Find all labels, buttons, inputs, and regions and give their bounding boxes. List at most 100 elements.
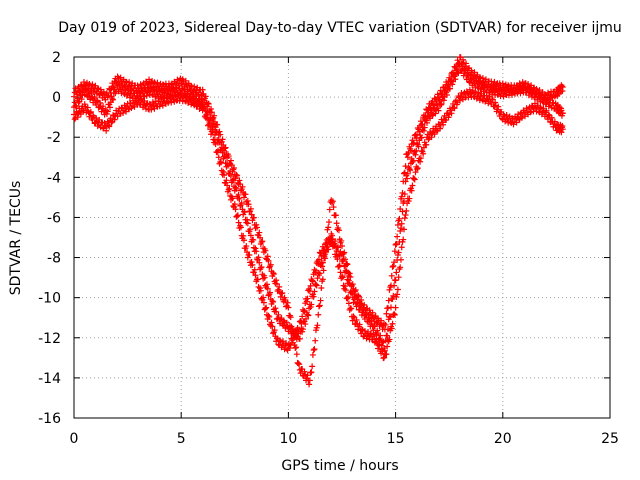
data-point xyxy=(314,322,321,329)
data-point xyxy=(232,184,239,191)
data-point xyxy=(235,191,242,198)
y-tick-label: -10 xyxy=(38,291,61,307)
data-point xyxy=(386,336,393,343)
data-point xyxy=(392,241,399,248)
data-point xyxy=(78,96,85,103)
data-point xyxy=(265,312,272,319)
data-point xyxy=(296,361,303,368)
data-point xyxy=(409,182,416,189)
y-tick-label: 0 xyxy=(52,90,61,106)
data-point xyxy=(423,141,430,148)
data-point xyxy=(241,209,248,216)
data-point xyxy=(205,100,212,107)
data-point xyxy=(212,141,219,148)
data-point xyxy=(240,232,247,239)
data-point xyxy=(100,103,107,110)
data-point xyxy=(244,216,251,223)
data-point xyxy=(544,116,551,123)
data-point xyxy=(391,259,398,266)
data-point xyxy=(428,134,435,141)
data-point xyxy=(349,281,356,288)
data-point xyxy=(391,311,398,318)
data-point xyxy=(240,194,247,201)
data-point xyxy=(309,351,316,358)
data-point xyxy=(270,298,277,305)
y-tick-label: -12 xyxy=(38,331,61,347)
data-point xyxy=(220,168,227,175)
data-point xyxy=(263,304,270,311)
data-point xyxy=(315,261,322,268)
data-point xyxy=(397,256,404,263)
x-tick-label: 5 xyxy=(177,431,186,447)
data-point xyxy=(400,178,407,185)
y-tick-label: -4 xyxy=(47,170,61,186)
data-point xyxy=(382,321,389,328)
data-point xyxy=(531,100,538,107)
data-point xyxy=(412,169,419,176)
data-point xyxy=(421,115,428,122)
data-point xyxy=(395,274,402,281)
data-point xyxy=(398,193,405,200)
y-axis-label: SDTVAR / TECUs xyxy=(8,181,24,296)
data-point xyxy=(251,266,258,273)
data-point xyxy=(414,166,421,173)
data-point xyxy=(77,111,84,118)
data-point xyxy=(303,298,310,305)
data-point xyxy=(471,69,478,76)
data-point xyxy=(283,319,290,326)
data-point xyxy=(195,98,202,105)
data-point xyxy=(448,110,455,117)
data-point xyxy=(262,305,269,312)
data-point xyxy=(383,310,390,317)
data-point xyxy=(540,105,547,112)
data-point xyxy=(267,261,274,268)
data-point xyxy=(309,363,316,370)
data-point xyxy=(435,107,442,114)
data-point xyxy=(237,224,244,231)
data-point xyxy=(265,257,272,264)
chart-title: Day 019 of 2023, Sidereal Day-to-day VTE… xyxy=(58,20,622,36)
data-point xyxy=(381,354,388,361)
data-point xyxy=(387,313,394,320)
data-point xyxy=(182,77,189,84)
data-point xyxy=(71,93,77,100)
data-point xyxy=(339,274,346,281)
data-point xyxy=(438,101,445,108)
data-point xyxy=(388,272,395,279)
data-point xyxy=(314,275,321,282)
data-point xyxy=(397,206,404,213)
data-point xyxy=(316,270,323,277)
data-point xyxy=(159,102,166,109)
data-point xyxy=(388,282,395,289)
data-point xyxy=(394,221,401,228)
y-tick-label: -8 xyxy=(47,251,61,267)
data-point xyxy=(225,153,232,160)
data-point xyxy=(515,115,522,122)
data-point xyxy=(341,249,348,256)
data-point xyxy=(117,74,124,81)
data-point xyxy=(410,157,417,164)
data-point xyxy=(393,240,400,247)
data-point xyxy=(109,95,116,102)
data-point xyxy=(258,239,265,246)
data-point xyxy=(518,86,525,93)
data-point xyxy=(460,90,467,97)
data-point xyxy=(398,220,405,227)
data-point xyxy=(454,57,461,64)
data-point xyxy=(270,270,277,277)
data-point xyxy=(397,228,404,235)
data-point xyxy=(543,107,550,114)
data-point xyxy=(123,108,130,115)
data-point xyxy=(219,136,226,143)
data-point xyxy=(352,288,359,295)
data-point xyxy=(110,96,117,103)
data-point xyxy=(431,131,438,138)
data-point xyxy=(449,81,456,88)
data-point xyxy=(236,195,243,202)
data-point xyxy=(371,314,378,321)
data-point xyxy=(208,105,215,112)
data-point xyxy=(289,329,296,336)
data-point xyxy=(236,177,243,184)
data-point xyxy=(87,110,94,117)
data-point xyxy=(410,139,417,146)
